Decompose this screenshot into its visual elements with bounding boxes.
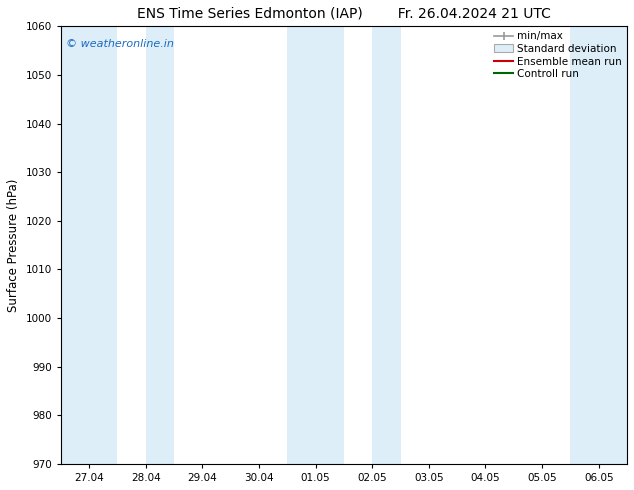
Y-axis label: Surface Pressure (hPa): Surface Pressure (hPa)	[7, 178, 20, 312]
Text: © weatheronline.in: © weatheronline.in	[67, 39, 174, 49]
Bar	[571, 26, 627, 464]
Title: ENS Time Series Edmonton (IAP)        Fr. 26.04.2024 21 UTC: ENS Time Series Edmonton (IAP) Fr. 26.04…	[137, 7, 551, 21]
Legend: min/max, Standard deviation, Ensemble mean run, Controll run: min/max, Standard deviation, Ensemble me…	[492, 29, 624, 81]
Bar	[61, 26, 117, 464]
Bar	[146, 26, 174, 464]
Bar	[372, 26, 401, 464]
Bar	[287, 26, 344, 464]
